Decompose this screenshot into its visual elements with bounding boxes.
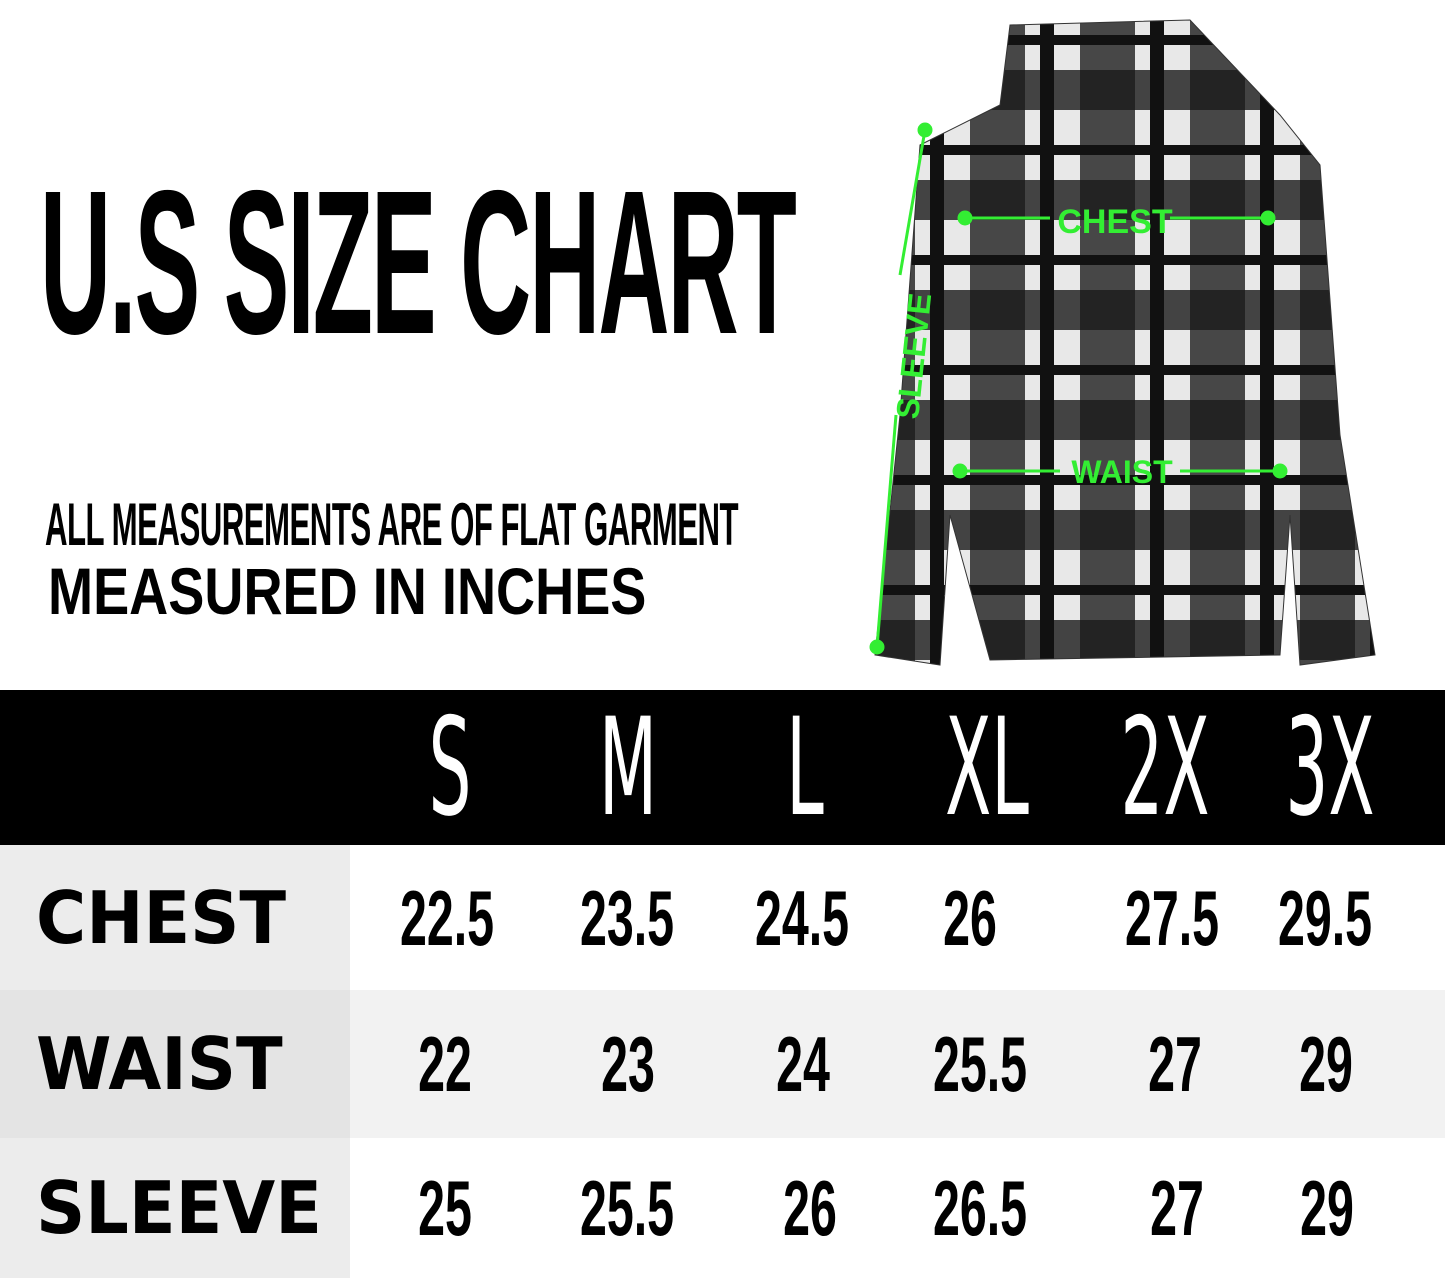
shirt-body [874, 19, 1376, 666]
cell: 24 [776, 1020, 830, 1108]
shirt-diagram: CHEST WAIST SLEEVE [869, 19, 1376, 666]
size-header-row: S M L XL 2X 3X [0, 690, 1445, 845]
table-row-chest: CHEST 22.5 23.5 24.5 26 27.5 29.5 [0, 845, 1445, 990]
cell: 27 [1150, 1164, 1204, 1252]
cell: 25.5 [579, 1164, 675, 1252]
cell: 22 [418, 1020, 472, 1108]
size-l: L [786, 689, 824, 846]
cell: 26 [783, 1164, 837, 1252]
size-xl: XL [945, 689, 1029, 846]
waist-label: WAIST [1071, 454, 1173, 490]
row-label: SLEEVE [36, 1166, 322, 1250]
table-row-sleeve: SLEEVE 25 25.5 26 26.5 27 29 [0, 1138, 1445, 1278]
cell: 26.5 [932, 1164, 1028, 1252]
page-title: U.S SIZE CHART [40, 148, 797, 377]
row-label: CHEST [36, 875, 287, 960]
cell: 26 [943, 873, 997, 962]
cell: 22.5 [399, 873, 495, 962]
cell: 27.5 [1124, 873, 1220, 962]
chest-label: CHEST [1057, 203, 1172, 241]
size-2x: 2X [1120, 689, 1210, 846]
table-row-waist: WAIST 22 23 24 25.5 27 29 [0, 990, 1445, 1138]
cell: 25.5 [932, 1020, 1028, 1108]
subtitle-flat-garment: ALL MEASUREMENTS ARE OF FLAT GARMENT [45, 491, 739, 558]
row-label: WAIST [36, 1022, 283, 1106]
cell: 27 [1148, 1020, 1202, 1108]
measure-lines [869, 122, 1288, 655]
cell: 23 [601, 1020, 655, 1108]
size-m: M [598, 689, 658, 846]
cell: 25 [418, 1164, 472, 1252]
cell: 29 [1300, 1164, 1354, 1252]
cell: 29.5 [1277, 873, 1373, 962]
size-3x: 3X [1285, 689, 1375, 846]
cell: 23.5 [579, 873, 675, 962]
size-s: S [428, 689, 472, 846]
cell: 29 [1299, 1020, 1353, 1108]
cell: 24.5 [754, 873, 850, 962]
subtitle-inches: MEASURED IN INCHES [48, 554, 647, 628]
